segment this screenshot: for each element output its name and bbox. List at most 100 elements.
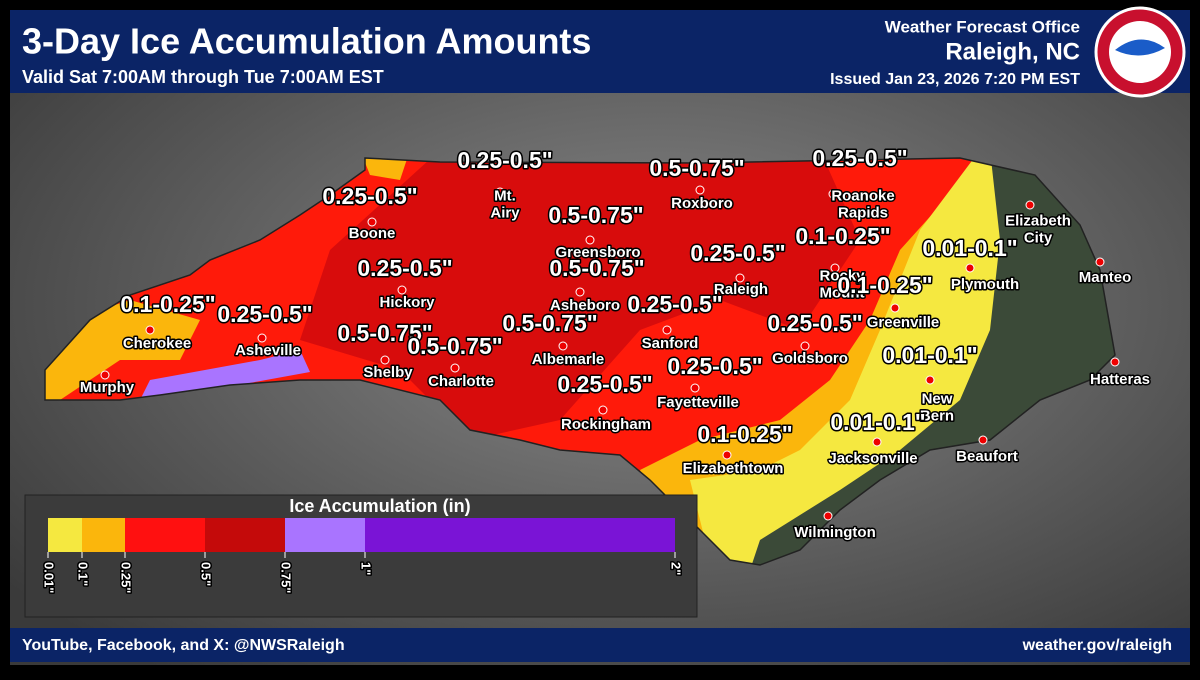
range-label: 0.5-0.75" (502, 310, 597, 336)
range-label: 0.1-0.25" (837, 272, 932, 298)
city-dot (872, 437, 882, 447)
zone-purple (140, 350, 310, 400)
city-name: Albemarle (532, 351, 605, 368)
range-label: 0.25-0.5" (627, 291, 722, 317)
city-name: Jacksonville (828, 450, 917, 467)
range-label: 0.5-0.75" (649, 155, 744, 181)
city-name: Asheville (235, 342, 301, 359)
city-name: City (1024, 229, 1053, 246)
city-name: Plymouth (951, 276, 1019, 293)
footer-right: weather.gov/raleigh (1022, 637, 1172, 654)
range-label: 0.5-0.75" (548, 202, 643, 228)
city-name: Fayetteville (657, 394, 739, 411)
legend-swatch (125, 518, 205, 552)
legend-tick-label: 1" (359, 562, 374, 575)
legend: 0.01" 0.1" 0.25" 0.5" 0.75" 1" 2" (40, 518, 685, 595)
city-dot (925, 375, 935, 385)
city-name: Mount (820, 284, 865, 301)
city-dot (823, 511, 833, 521)
legend-tick-label: 2" (669, 562, 684, 575)
city-name: Goldsboro (772, 350, 848, 367)
city-dot (830, 263, 840, 273)
legend-swatch (205, 518, 285, 552)
city-name: Roxboro (671, 195, 733, 212)
nws-logo (1094, 6, 1186, 98)
city-name: Greensboro (555, 244, 640, 261)
range-label: 0.25-0.5" (357, 255, 452, 281)
range-label: 0.1-0.25" (697, 421, 792, 447)
city-dot (800, 341, 810, 351)
legend-swatch (285, 518, 365, 552)
city-dot (145, 325, 155, 335)
range-label: 0.25-0.5" (322, 183, 417, 209)
city-name: Shelby (363, 364, 413, 381)
city-dot (1095, 257, 1105, 267)
range-label: 0.5-0.75" (407, 333, 502, 359)
city-dot (662, 325, 672, 335)
city-name: Raleigh (714, 281, 768, 298)
city-dot (695, 185, 705, 195)
legend-swatch (82, 518, 125, 552)
city-name: Mt. (494, 187, 516, 204)
range-label: 0.01-0.1" (882, 342, 977, 368)
zone-orange (360, 158, 410, 180)
city-dot (575, 287, 585, 297)
legend-box (24, 494, 698, 618)
city-dot (100, 370, 110, 380)
city-name: Sanford (642, 335, 699, 352)
city-dot (585, 235, 595, 245)
city-name: Beaufort (956, 448, 1018, 465)
city-dot (397, 285, 407, 295)
legend-tick-label: 0.75" (279, 562, 294, 593)
range-label: 0.1-0.25" (795, 223, 890, 249)
city-name: Murphy (80, 379, 135, 396)
footer-left: YouTube, Facebook, and X: @NWSRaleigh (22, 637, 345, 654)
city-name: Charlotte (428, 373, 494, 390)
legend-tick-label: 0.01" (42, 562, 57, 593)
city-dot (722, 450, 732, 460)
legend-swatch (365, 518, 675, 552)
city-dot (1025, 200, 1035, 210)
city-name: Asheboro (550, 297, 620, 314)
subtitle: Valid Sat 7:00AM through Tue 7:00AM EST (22, 67, 384, 87)
city-name: Rocky (819, 267, 865, 284)
city-name: Roanoke (831, 187, 894, 204)
city-dot (965, 263, 975, 273)
city-name: Airy (490, 204, 520, 221)
city-name: New (922, 390, 953, 407)
city-name: Bern (920, 407, 954, 424)
city-dot (367, 217, 377, 227)
city-dot (890, 303, 900, 313)
city-name: Rapids (838, 204, 888, 221)
city-name: Boone (349, 225, 396, 242)
issued: Issued Jan 23, 2026 7:20 PM EST (830, 71, 1080, 88)
office: Weather Forecast Office (885, 17, 1080, 36)
range-label: 0.01-0.1" (830, 409, 925, 435)
city-name: Elizabethtown (683, 460, 784, 477)
city-dot (735, 273, 745, 283)
footer-bar (10, 628, 1190, 662)
city-name: Cherokee (123, 335, 191, 352)
city-name: Wilmington (794, 524, 876, 541)
city-dot (495, 187, 505, 197)
city-name: Rockingham (561, 416, 651, 433)
city-name: Elizabeth (1005, 212, 1071, 229)
city-name: Manteo (1079, 269, 1132, 286)
legend-tick-label: 0.1" (76, 562, 91, 586)
range-label: 0.25-0.5" (557, 371, 652, 397)
city-dot (598, 405, 608, 415)
range-label: 0.1-0.25" (120, 291, 215, 317)
city-dot (690, 383, 700, 393)
legend-swatch (48, 518, 82, 552)
legend-title: Ice Accumulation (in) (289, 496, 470, 516)
range-label: 0.25-0.5" (767, 310, 862, 336)
city-dot (1110, 357, 1120, 367)
range-label: 0.25-0.5" (457, 147, 552, 173)
legend-tick-label: 0.5" (199, 562, 214, 586)
city-dot (450, 363, 460, 373)
city-dot (978, 435, 988, 445)
legend-tick-label: 0.25" (119, 562, 134, 593)
range-label: 0.01-0.1" (922, 235, 1017, 261)
